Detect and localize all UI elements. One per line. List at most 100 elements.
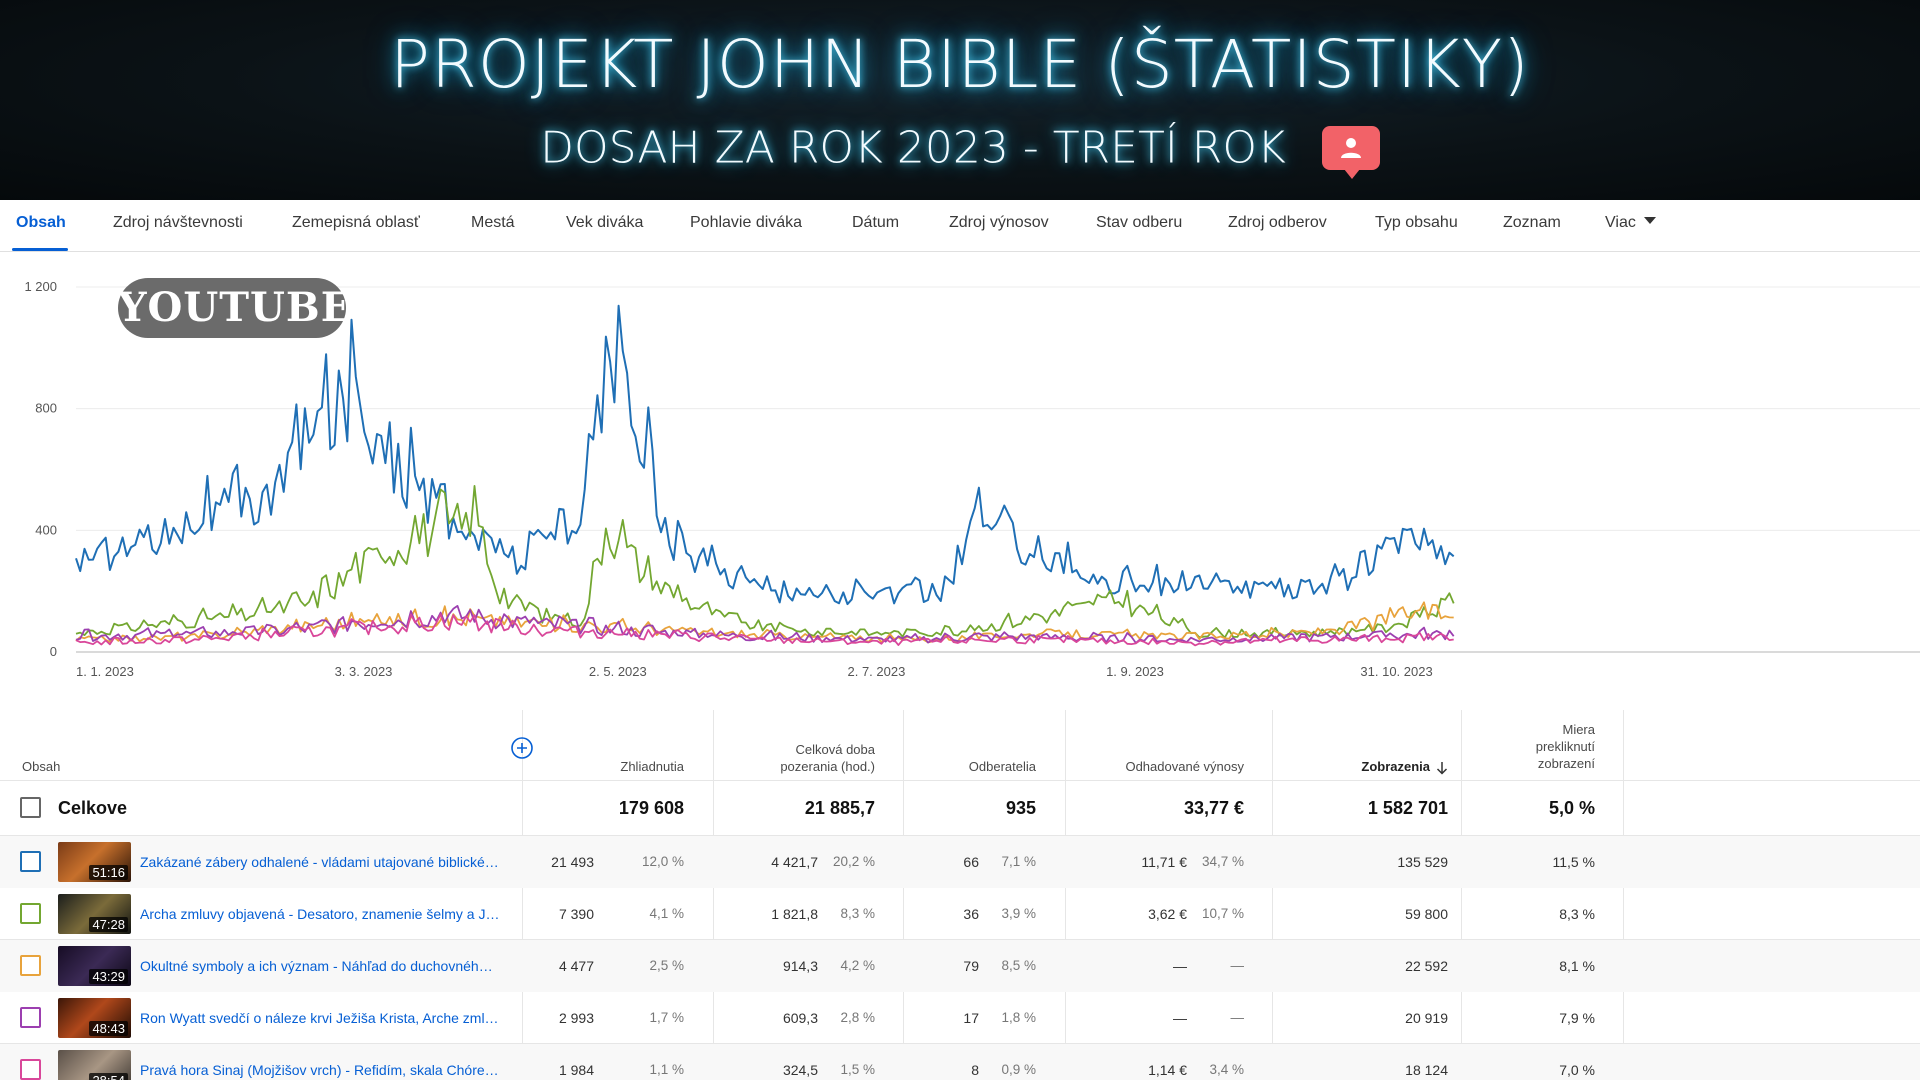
banner-subtitle-row: DOSAH ZA ROK 2023 - TRETÍ ROK [0, 120, 1920, 179]
views-percent: 12,0 % [641, 854, 684, 869]
title-banner: PROJEKT JOHN BIBLE (ŠTATISTIKY) DOSAH ZA… [0, 0, 1920, 200]
subscribers-percent: 1,8 % [1001, 1010, 1036, 1025]
tab-zdroj-vynosov[interactable]: Zdroj výnosov [949, 214, 1049, 231]
watch-time-percent: 4,2 % [840, 958, 875, 973]
subscribers-value: 79 [963, 958, 979, 974]
table-row[interactable]: 47:28 Archa zmluvy objavená - Desatoro, z… [0, 888, 1920, 940]
active-tab-indicator [12, 248, 68, 251]
content-table: Obsah Zhliadnutia Celková doba pozerania… [0, 710, 1920, 1080]
watch-time-value: 324,5 [782, 1062, 818, 1078]
subscribers-percent: 7,1 % [1001, 854, 1036, 869]
watch-time-percent: 1,5 % [840, 1062, 875, 1077]
youtube-label: YOUTUBE [118, 278, 351, 338]
video-thumbnail[interactable]: 28:54 [58, 1050, 131, 1080]
video-thumbnail[interactable]: 51:16 [58, 842, 131, 882]
subscribers-value: 17 [963, 1010, 979, 1026]
subscribers-percent: 8,5 % [1001, 958, 1036, 973]
row-divider [0, 939, 1920, 940]
header-miera-prekliknuti[interactable]: Miera prekliknutí zobrazení [1536, 721, 1595, 772]
table-row[interactable]: 48:43 Ron Wyatt svedčí o náleze krvi Ježi… [0, 992, 1920, 1044]
header-odberatelia[interactable]: Odberatelia [968, 759, 1036, 774]
row-checkbox[interactable] [20, 955, 41, 976]
x-tick-label: 1. 1. 2023 [76, 664, 134, 679]
tab-zdroj-odberov[interactable]: Zdroj odberov [1228, 214, 1327, 231]
watch-time-value: 1 821,8 [771, 906, 818, 922]
revenue-percent: — [1230, 1010, 1245, 1025]
views-percent: 1,1 % [649, 1062, 684, 1077]
row-checkbox[interactable] [20, 903, 41, 924]
tab-zoznam[interactable]: Zoznam [1503, 214, 1561, 231]
column-divider [1272, 710, 1273, 1080]
row-checkbox[interactable] [20, 1007, 41, 1028]
report-tabs: Obsah Zdroj návštevnosti Zemepisná oblas… [0, 200, 1920, 252]
tab-obsah[interactable]: Obsah [16, 214, 66, 231]
column-divider [903, 710, 904, 1080]
header-obsah[interactable]: Obsah [22, 759, 61, 774]
tab-viac[interactable]: Viac [1605, 214, 1656, 232]
header-odhadovane-vynosy[interactable]: Odhadované výnosy [1125, 759, 1244, 774]
video-title-link[interactable]: Okultné symboly a ich význam - Náhľad do… [140, 958, 493, 974]
video-title-link[interactable]: Zakázané zábery odhalené - vládami utajo… [140, 854, 499, 870]
series-line [75, 484, 1455, 639]
video-title-link[interactable]: Ron Wyatt svedčí o náleze krvi Ježiša Kr… [140, 1010, 499, 1026]
tab-vek-divaka[interactable]: Vek diváka [566, 214, 644, 231]
revenue-value: — [1173, 958, 1187, 974]
header-zhliadnutia[interactable]: Zhliadnutia [620, 759, 684, 774]
tab-stav-odberu[interactable]: Stav odberu [1096, 214, 1183, 231]
video-thumbnail[interactable]: 47:28 [58, 894, 131, 934]
total-views: 179 608 [618, 798, 684, 818]
table-row[interactable]: 28:54 Pravá hora Sinaj (Mojžišov vrch) - … [0, 1044, 1920, 1080]
video-duration: 51:16 [89, 865, 128, 880]
row-divider [0, 835, 1920, 836]
video-thumbnail[interactable]: 43:29 [58, 946, 131, 986]
impressions-value: 20 919 [1405, 1010, 1448, 1026]
row-checkbox[interactable] [20, 1059, 41, 1080]
tab-zemepisna-oblast[interactable]: Zemepisná oblasť [292, 214, 420, 231]
row-divider [0, 1043, 1920, 1044]
header-zobrazenia[interactable]: Zobrazenia [1361, 758, 1448, 775]
views-value: 21 493 [551, 854, 594, 870]
table-row[interactable]: 51:16 Zakázané zábery odhalené - vládami … [0, 836, 1920, 888]
add-column-button[interactable] [510, 736, 534, 765]
select-all-checkbox[interactable] [20, 797, 41, 818]
tab-viac-label: Viac [1605, 214, 1636, 231]
y-tick-label: 1 200 [24, 279, 57, 294]
subscribers-value: 66 [963, 854, 979, 870]
header-line: zobrazení [1537, 756, 1595, 771]
header-line: prekliknutí [1535, 739, 1595, 754]
video-duration: 47:28 [89, 917, 128, 932]
arrow-down-icon [1436, 761, 1448, 775]
table-row[interactable]: 43:29 Okultné symboly a ich význam - Náhľ… [0, 940, 1920, 992]
tab-datum[interactable]: Dátum [852, 214, 900, 231]
revenue-percent: — [1230, 958, 1245, 973]
ctr-value: 8,1 % [1559, 958, 1595, 974]
x-tick-label: 2. 5. 2023 [589, 664, 647, 679]
impressions-value: 59 800 [1405, 906, 1448, 922]
video-title-link[interactable]: Pravá hora Sinaj (Mojžišov vrch) - Refid… [140, 1062, 499, 1078]
subscribers-percent: 0,9 % [1001, 1062, 1036, 1077]
tab-zdroj-navstevnosti[interactable]: Zdroj návštevnosti [113, 214, 243, 231]
impressions-value: 18 124 [1405, 1062, 1448, 1078]
x-tick-label: 2. 7. 2023 [847, 664, 905, 679]
revenue-percent: 10,7 % [1201, 906, 1244, 921]
series-line [75, 601, 1454, 644]
tab-typ-obsahu[interactable]: Typ obsahu [1375, 214, 1458, 231]
person-icon [1340, 138, 1361, 158]
caret-down-icon [1643, 217, 1656, 225]
tab-pohlavie-divaka[interactable]: Pohlavie diváka [690, 214, 803, 231]
line-chart-svg: 0 400 800 1 200 1. 1. 2023 3. 3. 2023 2. 5. 20… [24, 279, 1920, 679]
ctr-value: 7,0 % [1559, 1062, 1595, 1078]
row-checkbox[interactable] [20, 851, 41, 872]
banner-title: PROJEKT JOHN BIBLE (ŠTATISTIKY) [390, 26, 1530, 103]
x-tick-label: 1. 9. 2023 [1106, 664, 1164, 679]
tab-mesta[interactable]: Mestá [471, 214, 515, 231]
revenue-value: 1,14 € [1148, 1062, 1187, 1078]
video-title-link[interactable]: Archa zmluvy objavená - Desatoro, znamen… [140, 906, 500, 922]
impressions-value: 22 592 [1405, 958, 1448, 974]
watch-time-value: 914,3 [782, 958, 818, 974]
video-thumbnail[interactable]: 48:43 [58, 998, 131, 1038]
header-celkova-doba[interactable]: Celková doba pozerania (hod.) [780, 741, 875, 775]
header-line: pozerania (hod.) [780, 759, 875, 774]
revenue-percent: 34,7 % [1201, 854, 1244, 869]
